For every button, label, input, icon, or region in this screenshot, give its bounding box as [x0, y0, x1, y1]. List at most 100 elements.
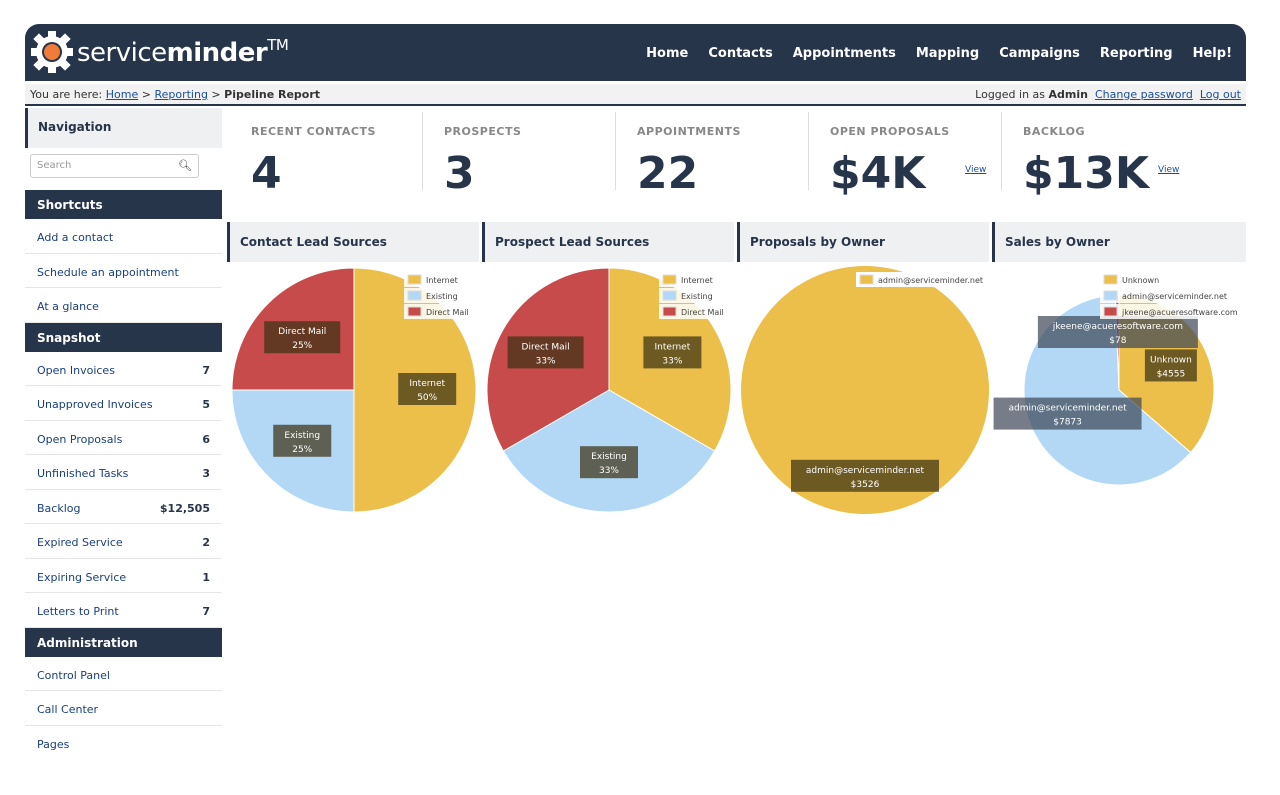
legend-swatch [859, 274, 874, 285]
data-label: admin@serviceminder.net $7873 [993, 397, 1142, 430]
change-password-link[interactable]: Change password [1094, 88, 1193, 101]
data-label: Direct Mail 33% [507, 336, 584, 369]
navigation-title: Navigation [25, 108, 222, 148]
chart-title: Prospect Lead Sources [482, 222, 734, 262]
legend-label: Existing [681, 292, 713, 301]
legend-entry: Existing [659, 288, 723, 303]
snapshot-item[interactable]: Expired Service 2 [25, 524, 222, 559]
data-label-value: 33% [662, 356, 682, 366]
legend-swatch [662, 306, 677, 317]
data-label-name: jkeene@acueresoftware.com [1052, 322, 1183, 332]
nav-appointments[interactable]: Appointments [792, 46, 896, 61]
data-label: admin@serviceminder.net $3526 [791, 459, 939, 492]
nav-contacts[interactable]: Contacts [708, 46, 773, 61]
snapshot-item[interactable]: Unapproved Invoices 5 [25, 386, 222, 421]
data-label-name: Unknown [1150, 355, 1192, 365]
data-label-value: $3526 [851, 480, 880, 490]
shortcut-at-a-glance[interactable]: At a glance [25, 288, 222, 323]
logout-link[interactable]: Log out [1199, 88, 1241, 101]
stat-prospects: PROSPECTS 3 [444, 125, 522, 199]
open-proposals-view-link[interactable]: View [965, 165, 987, 175]
legend-entry: Unknown [1100, 272, 1230, 287]
snapshot-item[interactable]: Open Proposals 6 [25, 421, 222, 455]
snapshot-item[interactable]: Backlog $12,505 [25, 490, 222, 524]
administration-title: Administration [25, 627, 222, 657]
data-label-name: Internet [655, 342, 691, 352]
backlog-view-link[interactable]: View [1158, 165, 1180, 175]
nav-help[interactable]: Help! [1192, 46, 1232, 61]
data-label-name: admin@serviceminder.net [1008, 404, 1127, 414]
data-label-name: Existing [284, 431, 320, 441]
data-label: Internet 50% [398, 373, 457, 405]
main-nav: Home Contacts Appointments Mapping Campa… [646, 46, 1232, 61]
nav-campaigns[interactable]: Campaigns [999, 46, 1080, 61]
shortcut-schedule-appointment[interactable]: Schedule an appointment [25, 254, 222, 288]
data-label: Existing 33% [580, 446, 638, 479]
chart-title: Proposals by Owner [737, 222, 989, 262]
stat-recent-contacts: RECENT CONTACTS 4 [251, 125, 376, 199]
data-label: Unknown $4555 [1144, 349, 1197, 382]
divider [615, 112, 616, 190]
legend-label: Internet [681, 276, 713, 285]
shortcuts-title: Shortcuts [25, 190, 222, 219]
legend-swatch [407, 306, 422, 317]
legend-entry: Direct Mail [659, 304, 724, 319]
chart-title: Contact Lead Sources [227, 222, 479, 262]
search-input[interactable]: Search 🔍︎ [30, 154, 199, 178]
breadcrumb-home[interactable]: Home [105, 88, 139, 101]
breadcrumb-reporting[interactable]: Reporting [154, 88, 208, 101]
admin-call-center[interactable]: Call Center [25, 691, 222, 726]
data-label-value: 50% [417, 393, 437, 403]
data-label: Internet 33% [643, 336, 702, 369]
legend-swatch [662, 274, 677, 285]
breadcrumb-current: Pipeline Report [224, 88, 321, 101]
legend-label: admin@serviceminder.net [878, 276, 983, 285]
admin-control-panel[interactable]: Control Panel [25, 657, 222, 691]
snapshot-item[interactable]: Expiring Service 1 [25, 559, 222, 593]
data-label: Direct Mail 25% [264, 321, 341, 354]
pie-slice[interactable] [741, 266, 989, 514]
data-label-value: $7873 [1053, 418, 1082, 428]
legend-label: Unknown [1122, 276, 1159, 285]
brand-name: serviceminderTM [77, 36, 289, 68]
admin-pages[interactable]: Pages [37, 737, 70, 751]
data-label-value: $4555 [1157, 369, 1186, 379]
sidebar: Navigation Search 🔍︎ Shortcuts Add a cont… [25, 108, 222, 760]
legend-entry: Internet [659, 272, 723, 287]
divider [422, 112, 423, 190]
legend-label: admin@serviceminder.net [1122, 292, 1227, 301]
search-icon[interactable]: 🔍︎ [178, 159, 192, 172]
legend-entry: jkeene@acueresoftware.com [1100, 304, 1238, 319]
shortcut-add-contact[interactable]: Add a contact [25, 219, 222, 254]
data-label-value: 33% [599, 466, 619, 476]
logged-in-label: Logged in as [975, 88, 1046, 101]
legend-swatch [662, 290, 677, 301]
data-label-value: 25% [292, 341, 312, 351]
legend-entry: Direct Mail [404, 304, 469, 319]
legend-entry: admin@serviceminder.net [856, 272, 983, 287]
nav-reporting[interactable]: Reporting [1099, 46, 1173, 61]
snapshot-title: Snapshot [25, 322, 222, 352]
data-label: jkeene@acueresoftware.com $78 [1037, 316, 1198, 349]
data-label-value: 33% [536, 356, 556, 366]
data-label-name: Internet [409, 379, 445, 389]
legend-label: jkeene@acueresoftware.com [1121, 308, 1238, 317]
divider [1001, 112, 1002, 190]
legend-label: Existing [426, 292, 458, 301]
divider [808, 112, 809, 190]
stat-appointments: APPOINTMENTS 22 [637, 125, 741, 199]
user-name: Admin [1048, 88, 1088, 101]
snapshot-item[interactable]: Letters to Print 7 [25, 593, 222, 628]
data-label-name: Direct Mail [522, 342, 570, 352]
app-header: serviceminderTM Home Contacts Appointmen… [25, 24, 1246, 81]
breadcrumb: You are here: Home > Reporting > Pipelin… [25, 84, 1246, 106]
nav-home[interactable]: Home [646, 46, 689, 61]
nav-mapping[interactable]: Mapping [915, 46, 980, 61]
data-label-value: $78 [1109, 336, 1126, 346]
snapshot-item[interactable]: Unfinished Tasks 3 [25, 455, 222, 490]
data-label-name: Direct Mail [278, 327, 326, 337]
legend-entry: Internet [404, 272, 468, 287]
legend-swatch [407, 274, 422, 285]
snapshot-item[interactable]: Open Invoices 7 [25, 352, 222, 386]
legend-label: Internet [426, 276, 458, 285]
